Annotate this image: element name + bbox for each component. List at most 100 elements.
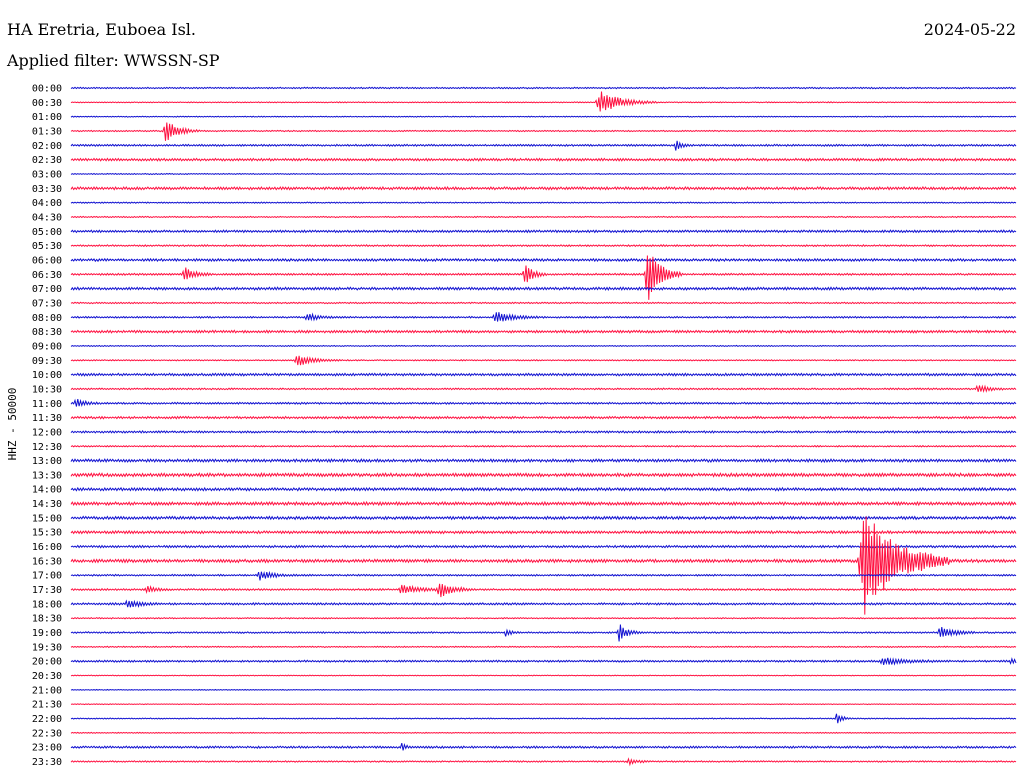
row-time-label: 23:30 — [32, 757, 62, 768]
trace-line — [70, 372, 1017, 377]
row-time-label: 04:30 — [32, 212, 62, 223]
row-time-label: 15:00 — [32, 513, 62, 524]
trace-line — [70, 645, 1017, 649]
row-time-label: 07:30 — [32, 298, 62, 309]
row-time-label: 14:30 — [32, 499, 62, 510]
row-time-label: 01:00 — [32, 112, 62, 123]
row-time-label: 21:00 — [32, 685, 62, 696]
trace-line — [70, 515, 1017, 521]
row-time-label: 20:30 — [32, 671, 62, 682]
row-time-label: 22:30 — [32, 728, 62, 739]
row-time-label: 18:00 — [32, 599, 62, 610]
row-time-label: 11:00 — [32, 399, 62, 410]
trace-line — [70, 703, 1017, 706]
row-time-label: 12:00 — [32, 427, 62, 438]
trace-line — [70, 157, 1017, 162]
row-time-label: 20:00 — [32, 657, 62, 668]
row-time-label: 03:30 — [32, 184, 62, 195]
trace-line — [70, 384, 1017, 394]
row-time-label: 15:30 — [32, 528, 62, 539]
trace-line — [70, 444, 1017, 448]
row-time-label: 08:30 — [32, 327, 62, 338]
trace-line — [70, 529, 1017, 535]
row-time-label: 17:30 — [32, 585, 62, 596]
row-time-label: 06:00 — [32, 255, 62, 266]
trace-line — [70, 312, 1017, 322]
trace-line — [70, 257, 1017, 263]
trace-line — [70, 616, 1017, 620]
row-time-label: 10:00 — [32, 370, 62, 381]
row-time-label: 14:00 — [32, 485, 62, 496]
trace-line — [70, 329, 1017, 334]
row-time-label: 05:30 — [32, 241, 62, 252]
trace-line — [70, 757, 1017, 767]
station-title: HA Eretria, Euboea Isl. — [7, 20, 196, 39]
trace-line — [70, 91, 1017, 112]
trace-line — [70, 516, 1017, 615]
trace-line — [70, 255, 1017, 300]
row-time-label: 01:30 — [32, 126, 62, 137]
row-time-label: 05:00 — [32, 227, 62, 238]
trace-line — [70, 301, 1017, 305]
trace-line — [70, 415, 1017, 420]
row-time-label: 08:00 — [32, 313, 62, 324]
row-time-label: 21:30 — [32, 700, 62, 711]
row-time-label: 03:00 — [32, 169, 62, 180]
row-time-label: 18:30 — [32, 614, 62, 625]
row-time-label: 11:30 — [32, 413, 62, 424]
trace-line — [70, 430, 1017, 434]
row-time-label: 02:00 — [32, 141, 62, 152]
trace-line — [70, 122, 1017, 141]
row-time-label: 12:30 — [32, 442, 62, 453]
row-time-label: 17:00 — [32, 571, 62, 582]
trace-line — [70, 657, 1017, 666]
row-time-label: 09:30 — [32, 356, 62, 367]
trace-line — [70, 599, 1017, 608]
trace-line — [70, 570, 1017, 581]
trace-line — [70, 583, 1017, 598]
trace-line — [70, 674, 1017, 677]
row-time-label: 13:30 — [32, 470, 62, 481]
row-time-label: 19:00 — [32, 628, 62, 639]
row-time-label: 06:30 — [32, 270, 62, 281]
row-time-label: 00:30 — [32, 98, 62, 109]
row-time-label: 09:00 — [32, 341, 62, 352]
filter-label: Applied filter: WWSSN-SP — [7, 51, 220, 70]
trace-line — [70, 355, 1017, 366]
trace-line — [70, 86, 1017, 90]
trace-line — [70, 472, 1017, 478]
record-date: 2024-05-22 — [923, 20, 1016, 39]
row-time-label: 02:30 — [32, 155, 62, 166]
trace-line — [70, 344, 1017, 348]
row-time-label: 16:00 — [32, 542, 62, 553]
row-time-label: 23:00 — [32, 743, 62, 754]
row-time-label: 10:30 — [32, 384, 62, 395]
row-time-label: 13:00 — [32, 456, 62, 467]
y-axis-label: HHZ - 50000 — [6, 388, 19, 461]
row-time-label: 16:30 — [32, 556, 62, 567]
trace-line — [70, 458, 1017, 464]
row-time-label: 04:00 — [32, 198, 62, 209]
trace-line — [70, 201, 1017, 204]
trace-line — [70, 624, 1017, 642]
trace-line — [70, 742, 1017, 751]
row-time-label: 22:00 — [32, 714, 62, 725]
trace-line — [70, 398, 1017, 408]
trace-line — [70, 731, 1017, 734]
trace-rows: 00:00 00:30 01:00 01:30 02:00 02:30 03:00 03:30… — [32, 84, 1017, 768]
trace-line — [70, 185, 1017, 191]
row-time-label: 19:30 — [32, 642, 62, 653]
row-time-label: 00:00 — [32, 84, 62, 95]
trace-line — [70, 172, 1017, 176]
trace-line — [70, 713, 1017, 724]
trace-line — [70, 544, 1017, 549]
trace-line — [70, 500, 1017, 507]
trace-line — [70, 115, 1017, 118]
trace-line — [70, 140, 1017, 151]
trace-line — [70, 688, 1017, 691]
trace-line — [70, 486, 1017, 492]
trace-line — [70, 244, 1017, 248]
trace-line — [70, 286, 1017, 291]
trace-line — [70, 215, 1017, 219]
